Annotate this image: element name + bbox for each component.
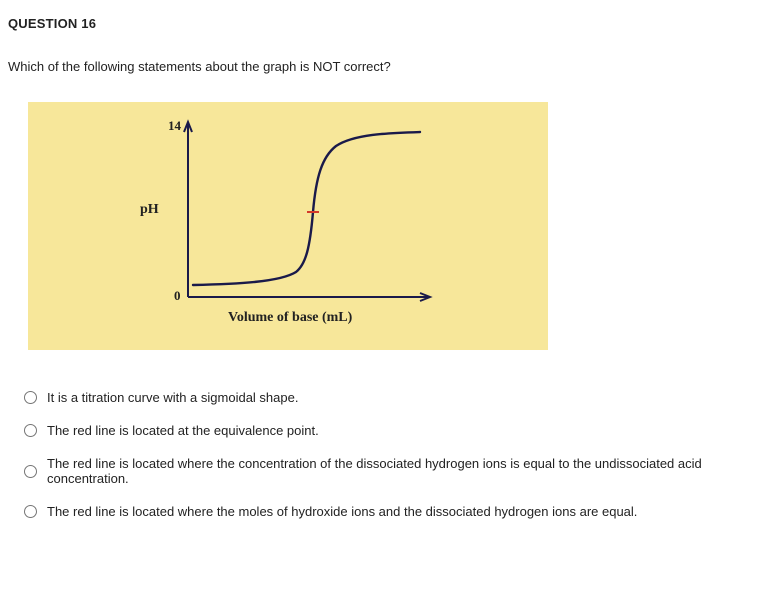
option-row[interactable]: The red line is located where the moles … bbox=[24, 504, 756, 519]
option-label: The red line is located where the concen… bbox=[47, 456, 756, 486]
y-min-tick: 0 bbox=[174, 288, 181, 304]
option-label: It is a titration curve with a sigmoidal… bbox=[47, 390, 298, 405]
option-row[interactable]: It is a titration curve with a sigmoidal… bbox=[24, 390, 756, 405]
option-row[interactable]: The red line is located at the equivalen… bbox=[24, 423, 756, 438]
y-axis-label: pH bbox=[140, 202, 159, 218]
option-row[interactable]: The red line is located where the concen… bbox=[24, 456, 756, 486]
option-radio-2[interactable] bbox=[24, 424, 37, 437]
option-radio-1[interactable] bbox=[24, 391, 37, 404]
y-max-tick: 14 bbox=[168, 118, 181, 134]
option-radio-3[interactable] bbox=[24, 465, 37, 478]
option-label: The red line is located at the equivalen… bbox=[47, 423, 319, 438]
titration-chart: 14 pH 0 Volume of base (mL) bbox=[28, 102, 548, 350]
answer-options: It is a titration curve with a sigmoidal… bbox=[24, 390, 756, 519]
question-header: QUESTION 16 bbox=[8, 16, 756, 31]
option-radio-4[interactable] bbox=[24, 505, 37, 518]
option-label: The red line is located where the moles … bbox=[47, 504, 637, 519]
x-axis-label: Volume of base (mL) bbox=[228, 310, 352, 326]
question-text: Which of the following statements about … bbox=[8, 59, 756, 74]
